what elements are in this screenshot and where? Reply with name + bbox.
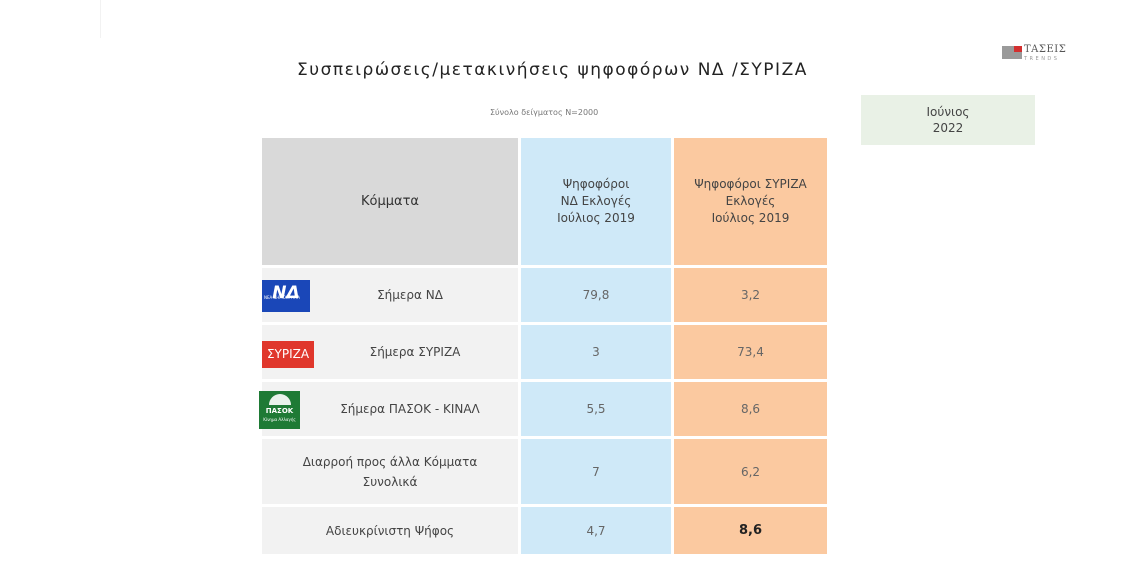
pasok-logo-subtext: Κίνημα Αλλαγής bbox=[263, 417, 296, 422]
table-cell-undecided-syriza: 8,6 bbox=[674, 507, 827, 554]
table-cell-nd-nd: 79,8 bbox=[521, 268, 671, 322]
header-nd-line-2: ΝΔ Εκλογές bbox=[560, 194, 632, 208]
row-label: Σήμερα ΝΔ bbox=[377, 288, 443, 302]
cell-value: 79,8 bbox=[582, 288, 610, 302]
cell-value: 4,7 bbox=[586, 523, 606, 538]
cell-value: 3 bbox=[592, 345, 600, 359]
table-cell-pasok-nd: 5,5 bbox=[521, 382, 671, 436]
header-nd-voters: Ψηφοφόροι ΝΔ Εκλογές Ιούλιος 2019 bbox=[521, 138, 671, 265]
header-nd-line-1: Ψηφοφόροι bbox=[562, 177, 630, 191]
table-cell-nd-syriza: 3,2 bbox=[674, 268, 827, 322]
table-cell-other-syriza: 6,2 bbox=[674, 439, 827, 504]
row-label: Σήμερα ΠΑΣΟΚ - ΚΙΝΑΛ bbox=[340, 402, 480, 416]
brand-name: ΤΑΣΕΙΣ bbox=[1024, 44, 1067, 55]
cell-value: 8,6 bbox=[738, 523, 763, 538]
table-cell-syriza-nd: 3 bbox=[521, 325, 671, 379]
header-syriza-line-1: Ψηφοφόροι ΣΥΡΙΖΑ bbox=[694, 177, 807, 191]
table-cell-other-nd: 7 bbox=[521, 439, 671, 504]
pasok-logo: ΠΑΣΟΚ Κίνημα Αλλαγής bbox=[259, 391, 300, 429]
page-title: Συσπειρώσεις/μετακινήσεις ψηφοφόρων ΝΔ /… bbox=[297, 60, 808, 80]
table-cell-syriza-syriza: 73,4 bbox=[674, 325, 827, 379]
header-nd-line-3: Ιούλιος 2019 bbox=[557, 211, 635, 225]
cell-value: 7 bbox=[592, 464, 600, 479]
table-row-label-undecided: Αδιευκρίνιστη Ψήφος bbox=[262, 507, 518, 554]
syriza-logo: ΣΥΡΙΖΑ bbox=[262, 341, 314, 368]
table-cell-undecided-nd: 4,7 bbox=[521, 507, 671, 554]
survey-date-badge: Ιούνιος 2022 bbox=[861, 95, 1035, 145]
header-parties-label: Κόμματα bbox=[361, 194, 419, 209]
sun-icon bbox=[268, 394, 291, 405]
brand-logo: ΤΑΣΕΙΣ TRENDS bbox=[1002, 44, 1082, 68]
row-label: Σήμερα ΣΥΡΙΖΑ bbox=[369, 345, 461, 359]
corner-divider bbox=[100, 0, 101, 38]
table-row-label-pasok: Σήμερα ΠΑΣΟΚ - ΚΙΝΑΛ bbox=[262, 382, 518, 436]
cell-value: 6,2 bbox=[740, 464, 761, 479]
cell-value: 8,6 bbox=[740, 402, 761, 416]
nd-logo: ΝΔ ΝΕΑ ΔΗΜΟΚΡΑΤΙΑ bbox=[262, 280, 310, 312]
survey-month: Ιούνιος bbox=[926, 105, 970, 119]
cell-value: 5,5 bbox=[586, 402, 606, 416]
brand-subtitle: TRENDS bbox=[1024, 56, 1060, 62]
header-parties: Κόμματα bbox=[262, 138, 518, 265]
row-label-line-2: Συνολικά bbox=[362, 474, 418, 489]
row-label: Αδιευκρίνιστη Ψήφος bbox=[325, 523, 455, 538]
table-row-label-other: Διαρροή προς άλλα Κόμματα Συνολικά bbox=[262, 439, 518, 504]
table-cell-pasok-syriza: 8,6 bbox=[674, 382, 827, 436]
header-syriza-line-3: Ιούλιος 2019 bbox=[711, 211, 790, 225]
cell-value: 73,4 bbox=[737, 345, 764, 359]
sample-size-note: Σύνολο δείγματος Ν=2000 bbox=[490, 108, 599, 117]
pasok-logo-text: ΠΑΣΟΚ bbox=[265, 407, 294, 415]
nd-logo-subtext: ΝΕΑ ΔΗΜΟΚΡΑΤΙΑ bbox=[264, 295, 301, 300]
nd-logo-text: ΝΔ bbox=[272, 283, 300, 303]
cell-value: 3,2 bbox=[740, 288, 761, 302]
header-syriza-voters: Ψηφοφόροι ΣΥΡΙΖΑ Εκλογές Ιούλιος 2019 bbox=[674, 138, 827, 265]
syriza-logo-text: ΣΥΡΙΖΑ bbox=[266, 347, 310, 361]
survey-year: 2022 bbox=[932, 121, 964, 135]
header-syriza-line-2: Εκλογές bbox=[725, 194, 776, 208]
brand-mark-icon bbox=[1002, 46, 1022, 59]
row-label-line-1: Διαρροή προς άλλα Κόμματα bbox=[302, 454, 478, 469]
